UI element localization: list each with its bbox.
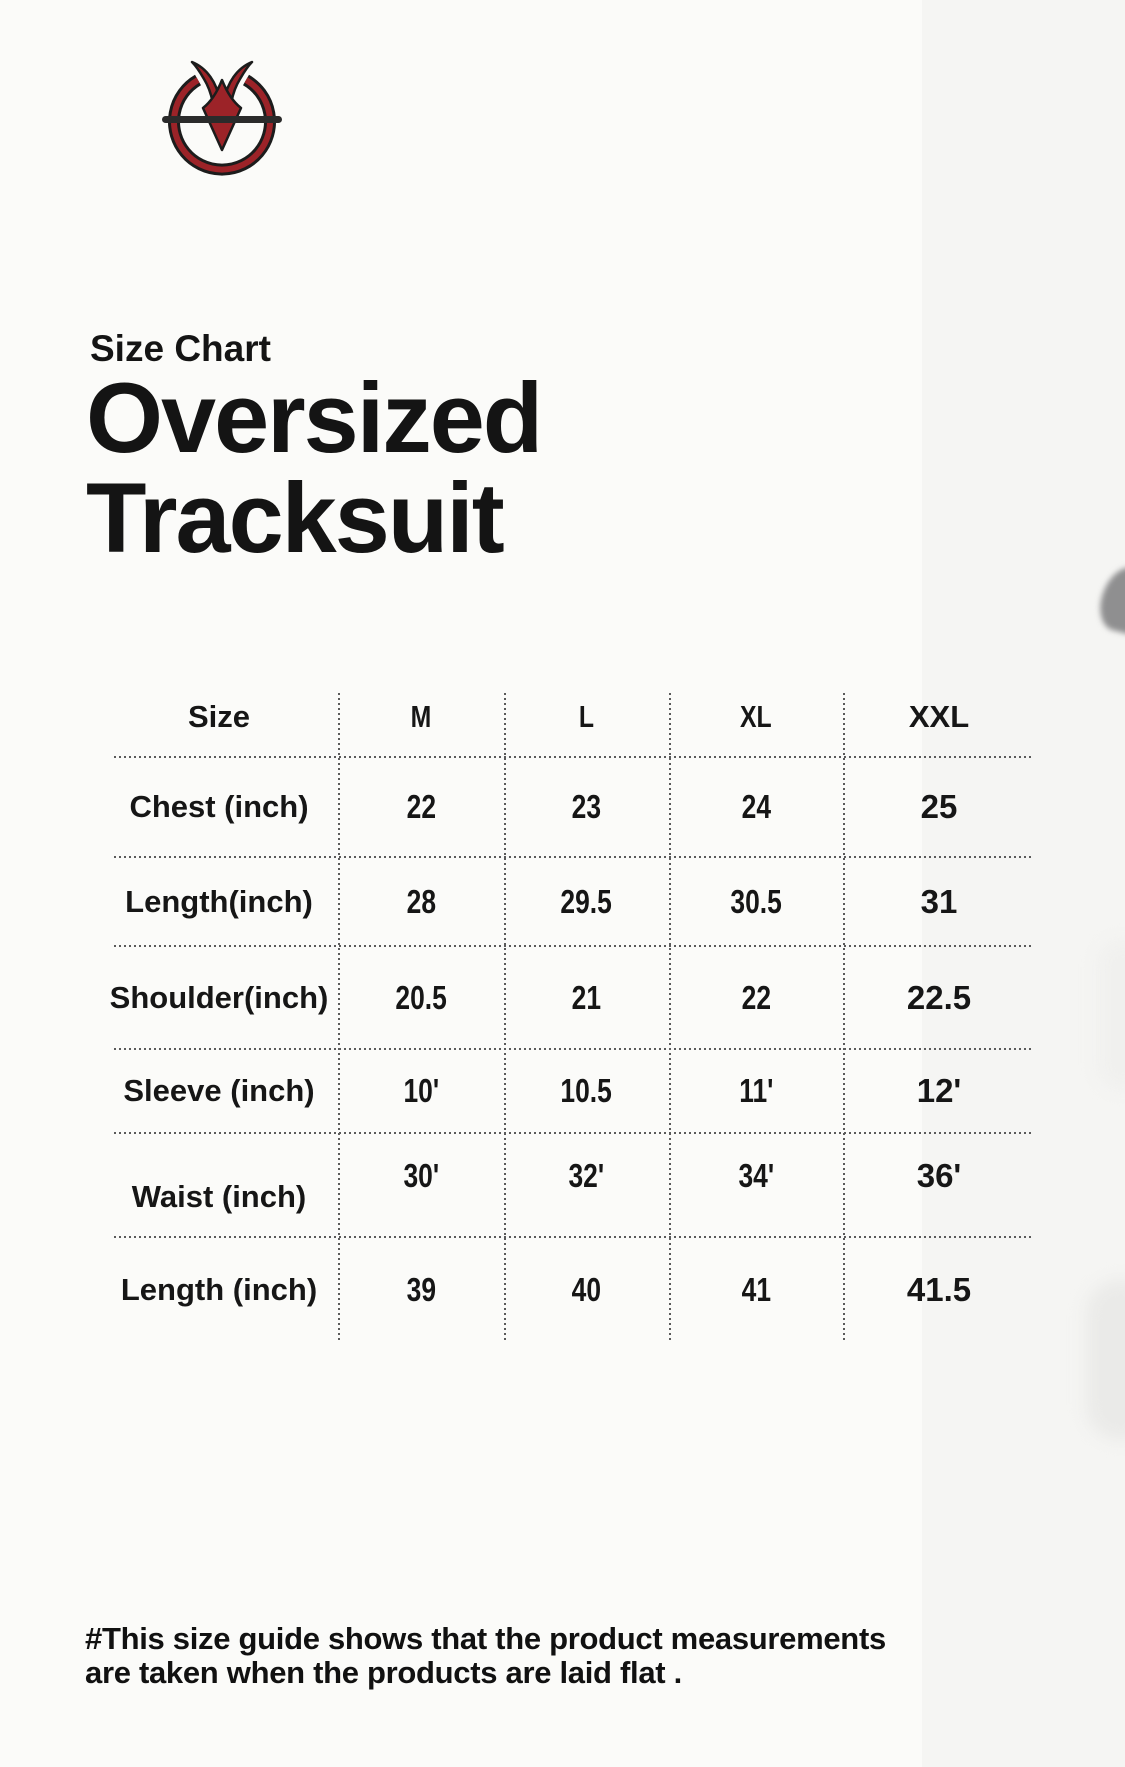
size-value-text: 30' xyxy=(403,1157,439,1194)
size-value: 25 xyxy=(843,757,1035,857)
size-value: 30.5 xyxy=(669,857,843,946)
size-value: 10' xyxy=(338,1049,504,1133)
header-cell-xxl-text: XXL xyxy=(908,699,970,734)
size-value-text: 29.5 xyxy=(560,882,613,920)
table-row: Shoulder(inch) 20.5 21 22 22.5 xyxy=(100,946,1035,1050)
size-value-text: 22 xyxy=(741,978,771,1016)
measurement-label: Length(inch) xyxy=(100,857,338,946)
measurement-label-text: Length (inch) xyxy=(120,1272,318,1307)
size-chart-table: Size M L XL XXL Chest (inch) 22 23 24 25 Length(in… xyxy=(100,677,1035,1343)
size-value-text: 31 xyxy=(920,882,958,920)
header-cell-xl-text: XL xyxy=(740,699,772,734)
header-cell-l-text: L xyxy=(578,699,595,734)
header-cell-size-text: Size xyxy=(187,699,251,734)
table-row: Chest (inch) 22 23 24 25 xyxy=(100,757,1035,858)
table-column-divider xyxy=(504,693,506,1343)
size-value: 11' xyxy=(669,1049,843,1133)
measurement-label-text: Length(inch) xyxy=(125,883,313,919)
size-value-text: 12' xyxy=(916,1072,962,1109)
measurement-label-text: Sleeve (inch) xyxy=(123,1073,315,1108)
size-value: 36' xyxy=(843,1133,1035,1237)
measurement-label-text: Chest (inch) xyxy=(129,789,309,824)
size-value-text: 32' xyxy=(568,1157,605,1194)
size-value: 12' xyxy=(843,1049,1035,1133)
size-value: 34' xyxy=(669,1133,843,1237)
measurement-label: Waist (inch) xyxy=(100,1133,338,1237)
size-value-text: 23 xyxy=(571,788,602,825)
measurement-label-text: Shoulder(inch) xyxy=(109,979,329,1015)
size-guide-note-line1: #This size guide shows that the product … xyxy=(85,1621,886,1656)
size-value: 21 xyxy=(504,946,669,1049)
header-cell-l: L xyxy=(504,677,669,757)
table-row: Waist (inch) 30' 32' 34' 36' xyxy=(100,1133,1035,1238)
table-row: Length(inch) 28 29.5 30.5 31 xyxy=(100,857,1035,947)
table-column-divider xyxy=(338,693,340,1343)
product-title-line2: Tracksuit xyxy=(86,462,505,573)
size-value: 28 xyxy=(338,857,504,946)
size-value-text: 10.5 xyxy=(560,1072,613,1109)
size-value-text: 40 xyxy=(571,1271,602,1308)
size-value: 29.5 xyxy=(504,857,669,946)
size-value: 30' xyxy=(338,1133,504,1237)
brand-m-horns-icon xyxy=(162,60,282,176)
measurement-label-text: Waist (inch) xyxy=(131,1179,307,1214)
measurement-label: Chest (inch) xyxy=(100,757,338,857)
size-value-text: 25 xyxy=(920,788,958,825)
size-value-text: 24 xyxy=(741,788,771,825)
size-value-text: 39 xyxy=(406,1271,436,1308)
size-value-text: 36' xyxy=(916,1157,962,1194)
size-value: 41.5 xyxy=(843,1237,1035,1343)
table-row: Length (inch) 39 40 41 41.5 xyxy=(100,1237,1035,1343)
size-guide-note-line2: are taken when the products are laid fla… xyxy=(85,1655,682,1690)
size-value: 41 xyxy=(669,1237,843,1343)
size-value: 39 xyxy=(338,1237,504,1343)
size-value-text: 30.5 xyxy=(730,882,782,920)
background-right-strip xyxy=(922,0,1125,1767)
size-value: 10.5 xyxy=(504,1049,669,1133)
measurement-label: Sleeve (inch) xyxy=(100,1049,338,1133)
size-value: 20.5 xyxy=(338,946,504,1049)
size-value-text: 28 xyxy=(406,882,436,920)
table-column-divider xyxy=(669,693,671,1343)
measurement-label: Shoulder(inch) xyxy=(100,946,338,1049)
size-chart-label: Size Chart xyxy=(90,328,271,369)
cropped-photo-edge-bottom xyxy=(1086,1280,1125,1440)
header-cell-m: M xyxy=(338,677,504,757)
size-value-text: 20.5 xyxy=(395,978,447,1016)
size-value-text: 22 xyxy=(406,788,436,825)
size-value: 23 xyxy=(504,757,669,857)
product-title-line1: Oversized xyxy=(86,362,543,473)
size-value: 40 xyxy=(504,1237,669,1343)
size-value-text: 11' xyxy=(738,1072,774,1109)
table-column-divider xyxy=(843,693,845,1343)
size-value: 22 xyxy=(338,757,504,857)
size-value: 22 xyxy=(669,946,843,1049)
size-guide-note: #This size guide shows that the product … xyxy=(85,1622,886,1690)
size-value-text: 22.5 xyxy=(906,978,972,1016)
brand-logo xyxy=(162,56,282,180)
size-value-text: 41.5 xyxy=(906,1271,972,1308)
header-cell-xxl: XXL xyxy=(843,677,1035,757)
size-value: 22.5 xyxy=(843,946,1035,1049)
size-value: 24 xyxy=(669,757,843,857)
header-cell-m-text: M xyxy=(410,699,432,734)
header-cell-xl: XL xyxy=(669,677,843,757)
size-value-text: 34' xyxy=(738,1157,774,1194)
measurement-label: Length (inch) xyxy=(100,1237,338,1343)
cropped-photo-edge-middle xyxy=(1098,940,1125,1090)
size-value-text: 41 xyxy=(741,1271,771,1308)
table-row: Sleeve (inch) 10' 10.5 11' 12' xyxy=(100,1049,1035,1134)
size-value: 32' xyxy=(504,1133,669,1237)
product-title: Oversized Tracksuit xyxy=(86,368,543,568)
size-value-text: 10' xyxy=(403,1072,439,1109)
size-value-text: 21 xyxy=(571,978,602,1016)
size-value: 31 xyxy=(843,857,1035,946)
table-header-row: Size M L XL XXL xyxy=(100,677,1035,758)
header-cell-size: Size xyxy=(100,677,338,757)
